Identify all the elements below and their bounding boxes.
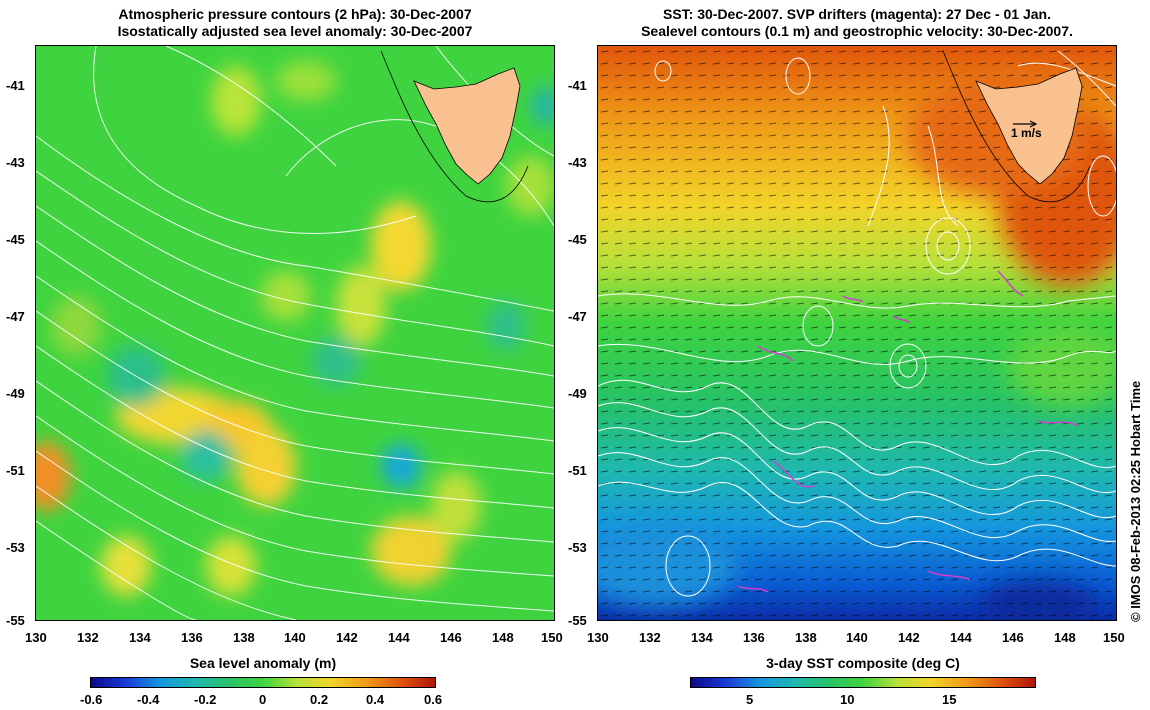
sst-map: 1 m/s [597, 45, 1117, 621]
lon-label: 136 [181, 630, 203, 645]
sst-tick: 5 [746, 692, 754, 707]
lat-label: -53 [568, 540, 587, 555]
lon-label: 140 [846, 630, 868, 645]
sst-tick: 10 [840, 692, 855, 707]
imos-credit: © IMOS 08-Feb-2013 02:25 Hobart Time [1128, 380, 1143, 622]
lon-label: 146 [440, 630, 462, 645]
lon-label: 144 [388, 630, 410, 645]
sla-tick: 0.6 [424, 692, 443, 707]
lon-label: 132 [77, 630, 99, 645]
svp-drifter-tracks [737, 270, 1079, 593]
lon-label: 134 [691, 630, 713, 645]
left-title-line2: Isostatically adjusted sea level anomaly… [117, 23, 473, 39]
lon-label: 148 [492, 630, 514, 645]
lon-label: 134 [129, 630, 151, 645]
lat-label: -45 [6, 232, 25, 247]
lon-label: 132 [639, 630, 661, 645]
right-title-line1: SST: 30-Dec-2007. SVP drifters (magenta)… [662, 6, 1051, 22]
isobar-contours [36, 46, 554, 620]
sea-level-anomaly-map [35, 45, 555, 621]
sla-tick: -0.6 [80, 692, 103, 707]
sst-tick: 15 [942, 692, 957, 707]
lon-label: 138 [795, 630, 817, 645]
lat-label: -51 [6, 463, 25, 478]
lat-label: -43 [568, 155, 587, 170]
sla-tick: -0.4 [137, 692, 160, 707]
sst-map-canvas [598, 46, 1116, 620]
sla-colorbar [90, 677, 436, 688]
lat-label: -47 [568, 309, 587, 324]
lat-label: -55 [6, 613, 25, 628]
left-panel-title: Atmospheric pressure contours (2 hPa): 3… [35, 6, 555, 40]
velocity-scale-label: 1 m/s [1011, 126, 1042, 140]
sst-colorbar [690, 677, 1036, 688]
lat-label: -41 [568, 78, 587, 93]
lon-label: 142 [336, 630, 358, 645]
lon-label: 144 [950, 630, 972, 645]
sla-tick: 0.4 [366, 692, 385, 707]
lon-label: 138 [233, 630, 255, 645]
lat-label: -41 [6, 78, 25, 93]
sla-tick: 0.2 [310, 692, 329, 707]
lat-label: -55 [568, 613, 587, 628]
lon-label: 142 [898, 630, 920, 645]
sla-map-canvas [36, 46, 554, 620]
lon-label: 150 [541, 630, 563, 645]
tasmania-land-sst [975, 67, 1083, 185]
sla-tick: -0.2 [194, 692, 217, 707]
sealevel-contours [598, 50, 1116, 597]
lon-label: 136 [743, 630, 765, 645]
right-title-line2: Sealevel contours (0.1 m) and geostrophi… [641, 23, 1073, 39]
sla-tick: 0 [259, 692, 267, 707]
tasmania-land [413, 67, 521, 185]
lat-label: -43 [6, 155, 25, 170]
lat-label: -49 [6, 386, 25, 401]
left-title-line1: Atmospheric pressure contours (2 hPa): 3… [118, 6, 472, 22]
lon-label: 150 [1103, 630, 1125, 645]
sla-colorbar-title: Sea level anomaly (m) [189, 655, 337, 671]
lat-label: -51 [568, 463, 587, 478]
sst-colorbar-title: 3-day SST composite (deg C) [766, 655, 960, 671]
sla-field-blobs [36, 61, 554, 596]
lon-label: 140 [284, 630, 306, 645]
right-panel-title: SST: 30-Dec-2007. SVP drifters (magenta)… [597, 6, 1117, 40]
lat-label: -53 [6, 540, 25, 555]
lon-label: 130 [25, 630, 47, 645]
lat-label: -49 [568, 386, 587, 401]
lon-label: 130 [587, 630, 609, 645]
lon-label: 148 [1054, 630, 1076, 645]
lat-label: -47 [6, 309, 25, 324]
lat-label: -45 [568, 232, 587, 247]
velocity-scale [1013, 120, 1038, 128]
lon-label: 146 [1002, 630, 1024, 645]
